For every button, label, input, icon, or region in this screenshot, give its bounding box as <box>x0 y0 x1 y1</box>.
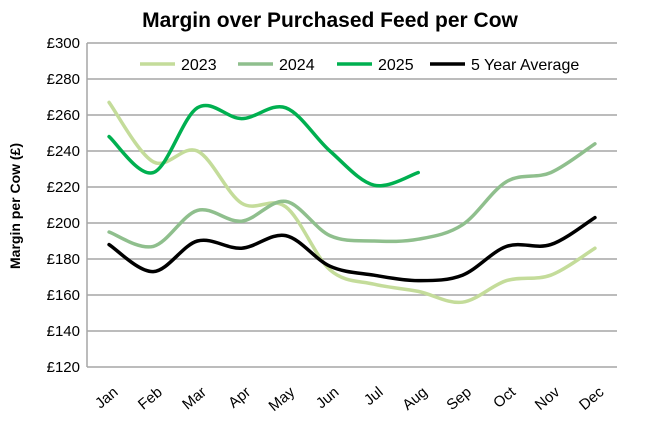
legend-label: 2023 <box>181 57 217 74</box>
x-tick-label: May <box>266 383 299 415</box>
series-line-2025 <box>107 103 420 188</box>
y-tick-label: £140 <box>47 323 80 340</box>
x-tick-label: Jun <box>313 384 342 413</box>
x-tick-label: Jul <box>361 384 387 409</box>
y-tick-label: £220 <box>47 179 80 196</box>
legend-label: 2025 <box>378 57 414 74</box>
legend: 2023 2024 2025 5 Year Average <box>140 57 579 74</box>
series-line-2024 <box>107 142 597 249</box>
legend-label: 2024 <box>279 57 315 74</box>
x-tick-label: Apr <box>225 384 254 412</box>
y-tick-label: £260 <box>47 107 80 124</box>
x-tick-label: Nov <box>532 383 564 413</box>
x-tick-label: Mar <box>179 384 210 414</box>
x-tick-label: Feb <box>135 384 166 414</box>
x-tick-label: Sep <box>443 384 474 414</box>
series-line-5-year-average <box>107 215 597 283</box>
y-tick-label: £180 <box>47 251 80 268</box>
y-tick-label: £120 <box>47 359 80 376</box>
x-tick-label: Jan <box>92 384 121 413</box>
y-tick-label: £160 <box>47 287 80 304</box>
y-tick-label: £280 <box>47 71 80 88</box>
y-axis-label: Margin per Cow (£) <box>7 143 23 269</box>
x-tick-label: Dec <box>576 383 608 413</box>
series-line-2023 <box>107 100 597 305</box>
x-tick-label: Aug <box>399 384 430 414</box>
chart-title: Margin over Purchased Feed per Cow <box>142 9 518 32</box>
x-tick-label: Oct <box>490 383 519 412</box>
y-tick-label: £300 <box>47 35 80 52</box>
y-tick-label: £200 <box>47 215 80 232</box>
y-tick-label: £240 <box>47 143 80 160</box>
legend-label: 5 Year Average <box>471 57 579 74</box>
